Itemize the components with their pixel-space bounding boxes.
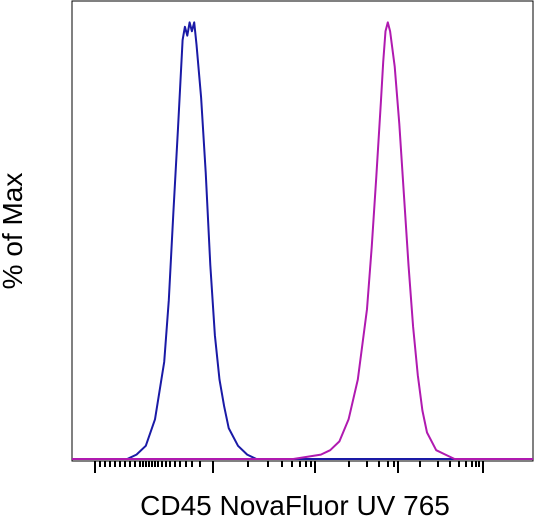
series-layer bbox=[72, 21, 533, 460]
x-axis-ticks bbox=[94, 461, 484, 473]
x-axis-label: CD45 NovaFluor UV 765 bbox=[140, 490, 450, 521]
plot-frame bbox=[71, 0, 534, 462]
histogram-series-1 bbox=[72, 21, 533, 460]
histogram-series-2 bbox=[72, 21, 533, 460]
y-axis-label: % of Max bbox=[0, 173, 28, 290]
